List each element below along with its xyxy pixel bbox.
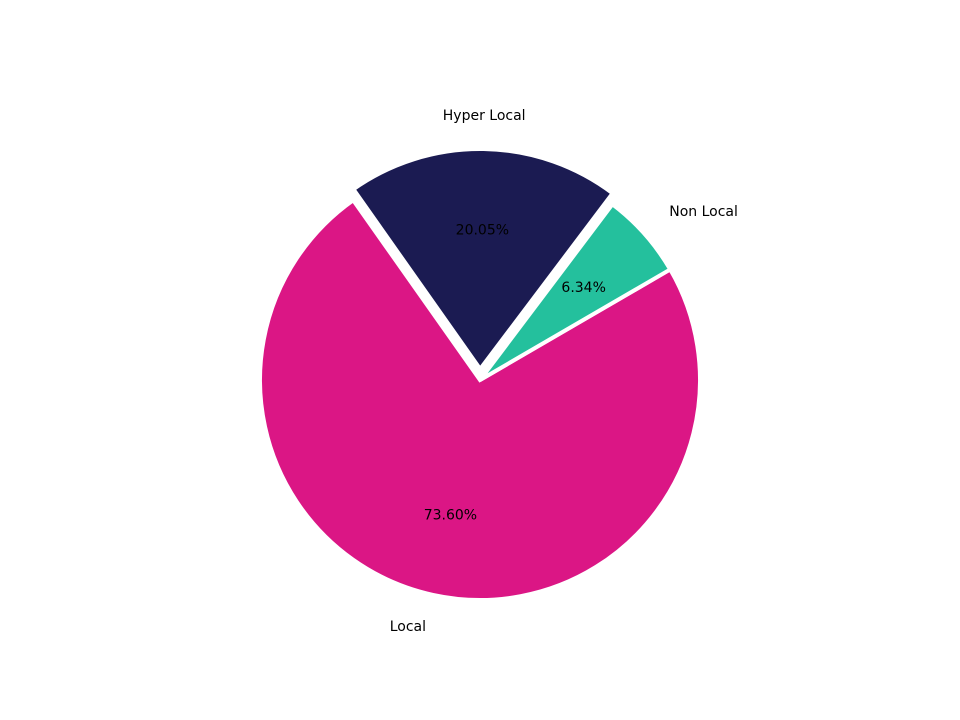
pie-name-label: Hyper Local bbox=[443, 108, 526, 124]
pie-name-label: Local bbox=[390, 619, 426, 635]
pie-percent-label: 20.05% bbox=[456, 222, 509, 238]
pie-percent-label: 73.60% bbox=[424, 507, 477, 523]
pie-svg: 20.05% Hyper Local 73.60% Local 6.34% Non Loc… bbox=[0, 0, 960, 720]
pie-chart: 20.05% Hyper Local 73.60% Local 6.34% Non Loc… bbox=[0, 0, 960, 720]
pie-name-label: Non Local bbox=[669, 204, 738, 220]
pie-percent-label: 6.34% bbox=[561, 280, 605, 296]
